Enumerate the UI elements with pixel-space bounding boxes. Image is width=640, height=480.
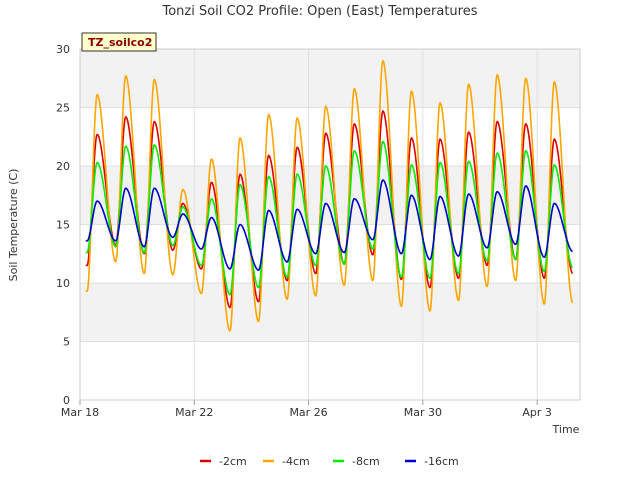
y-tick-label: 5	[63, 336, 70, 349]
legend: -2cm -4cm -8cm -16cm	[200, 455, 459, 468]
chart-title: Tonzi Soil CO2 Profile: Open (East) Temp…	[161, 4, 477, 19]
y-axis: 0 5 10 15 20 25 30	[56, 43, 70, 407]
plot-border	[79, 48, 581, 401]
x-tick-label: Mar 30	[404, 406, 442, 419]
grid-band	[80, 283, 580, 342]
x-tick-label: Mar 22	[175, 406, 213, 419]
x-axis-label: Time	[552, 423, 580, 436]
series-line-minus-8cm	[85, 140, 574, 296]
badge: TZ_soilco2	[81, 32, 157, 52]
y-tick-label: 0	[63, 394, 70, 407]
x-axis: Mar 18 Mar 22 Mar 26 Mar 30 Apr 3	[61, 400, 552, 419]
x-tick-label: Apr 3	[522, 406, 552, 419]
x-tick-label: Mar 26	[289, 406, 327, 419]
y-tick-label: 30	[56, 43, 70, 56]
legend-label: -2cm	[219, 455, 247, 468]
y-tick-label: 20	[56, 160, 70, 173]
series-lines	[85, 59, 574, 332]
x-tick-label: Mar 18	[61, 406, 99, 419]
y-tick-label: 15	[56, 219, 70, 232]
y-axis-label: Soil Temperature (C)	[7, 169, 20, 282]
legend-label: -16cm	[424, 455, 459, 468]
legend-label: -4cm	[282, 455, 310, 468]
series-line-minus-16cm	[85, 179, 573, 271]
badge-label: TZ_soilco2	[88, 36, 152, 49]
y-tick-label: 10	[56, 277, 70, 290]
y-tick-label: 25	[56, 102, 70, 115]
grid-band	[80, 49, 580, 108]
legend-label: -8cm	[352, 455, 380, 468]
badge-box	[81, 32, 157, 52]
